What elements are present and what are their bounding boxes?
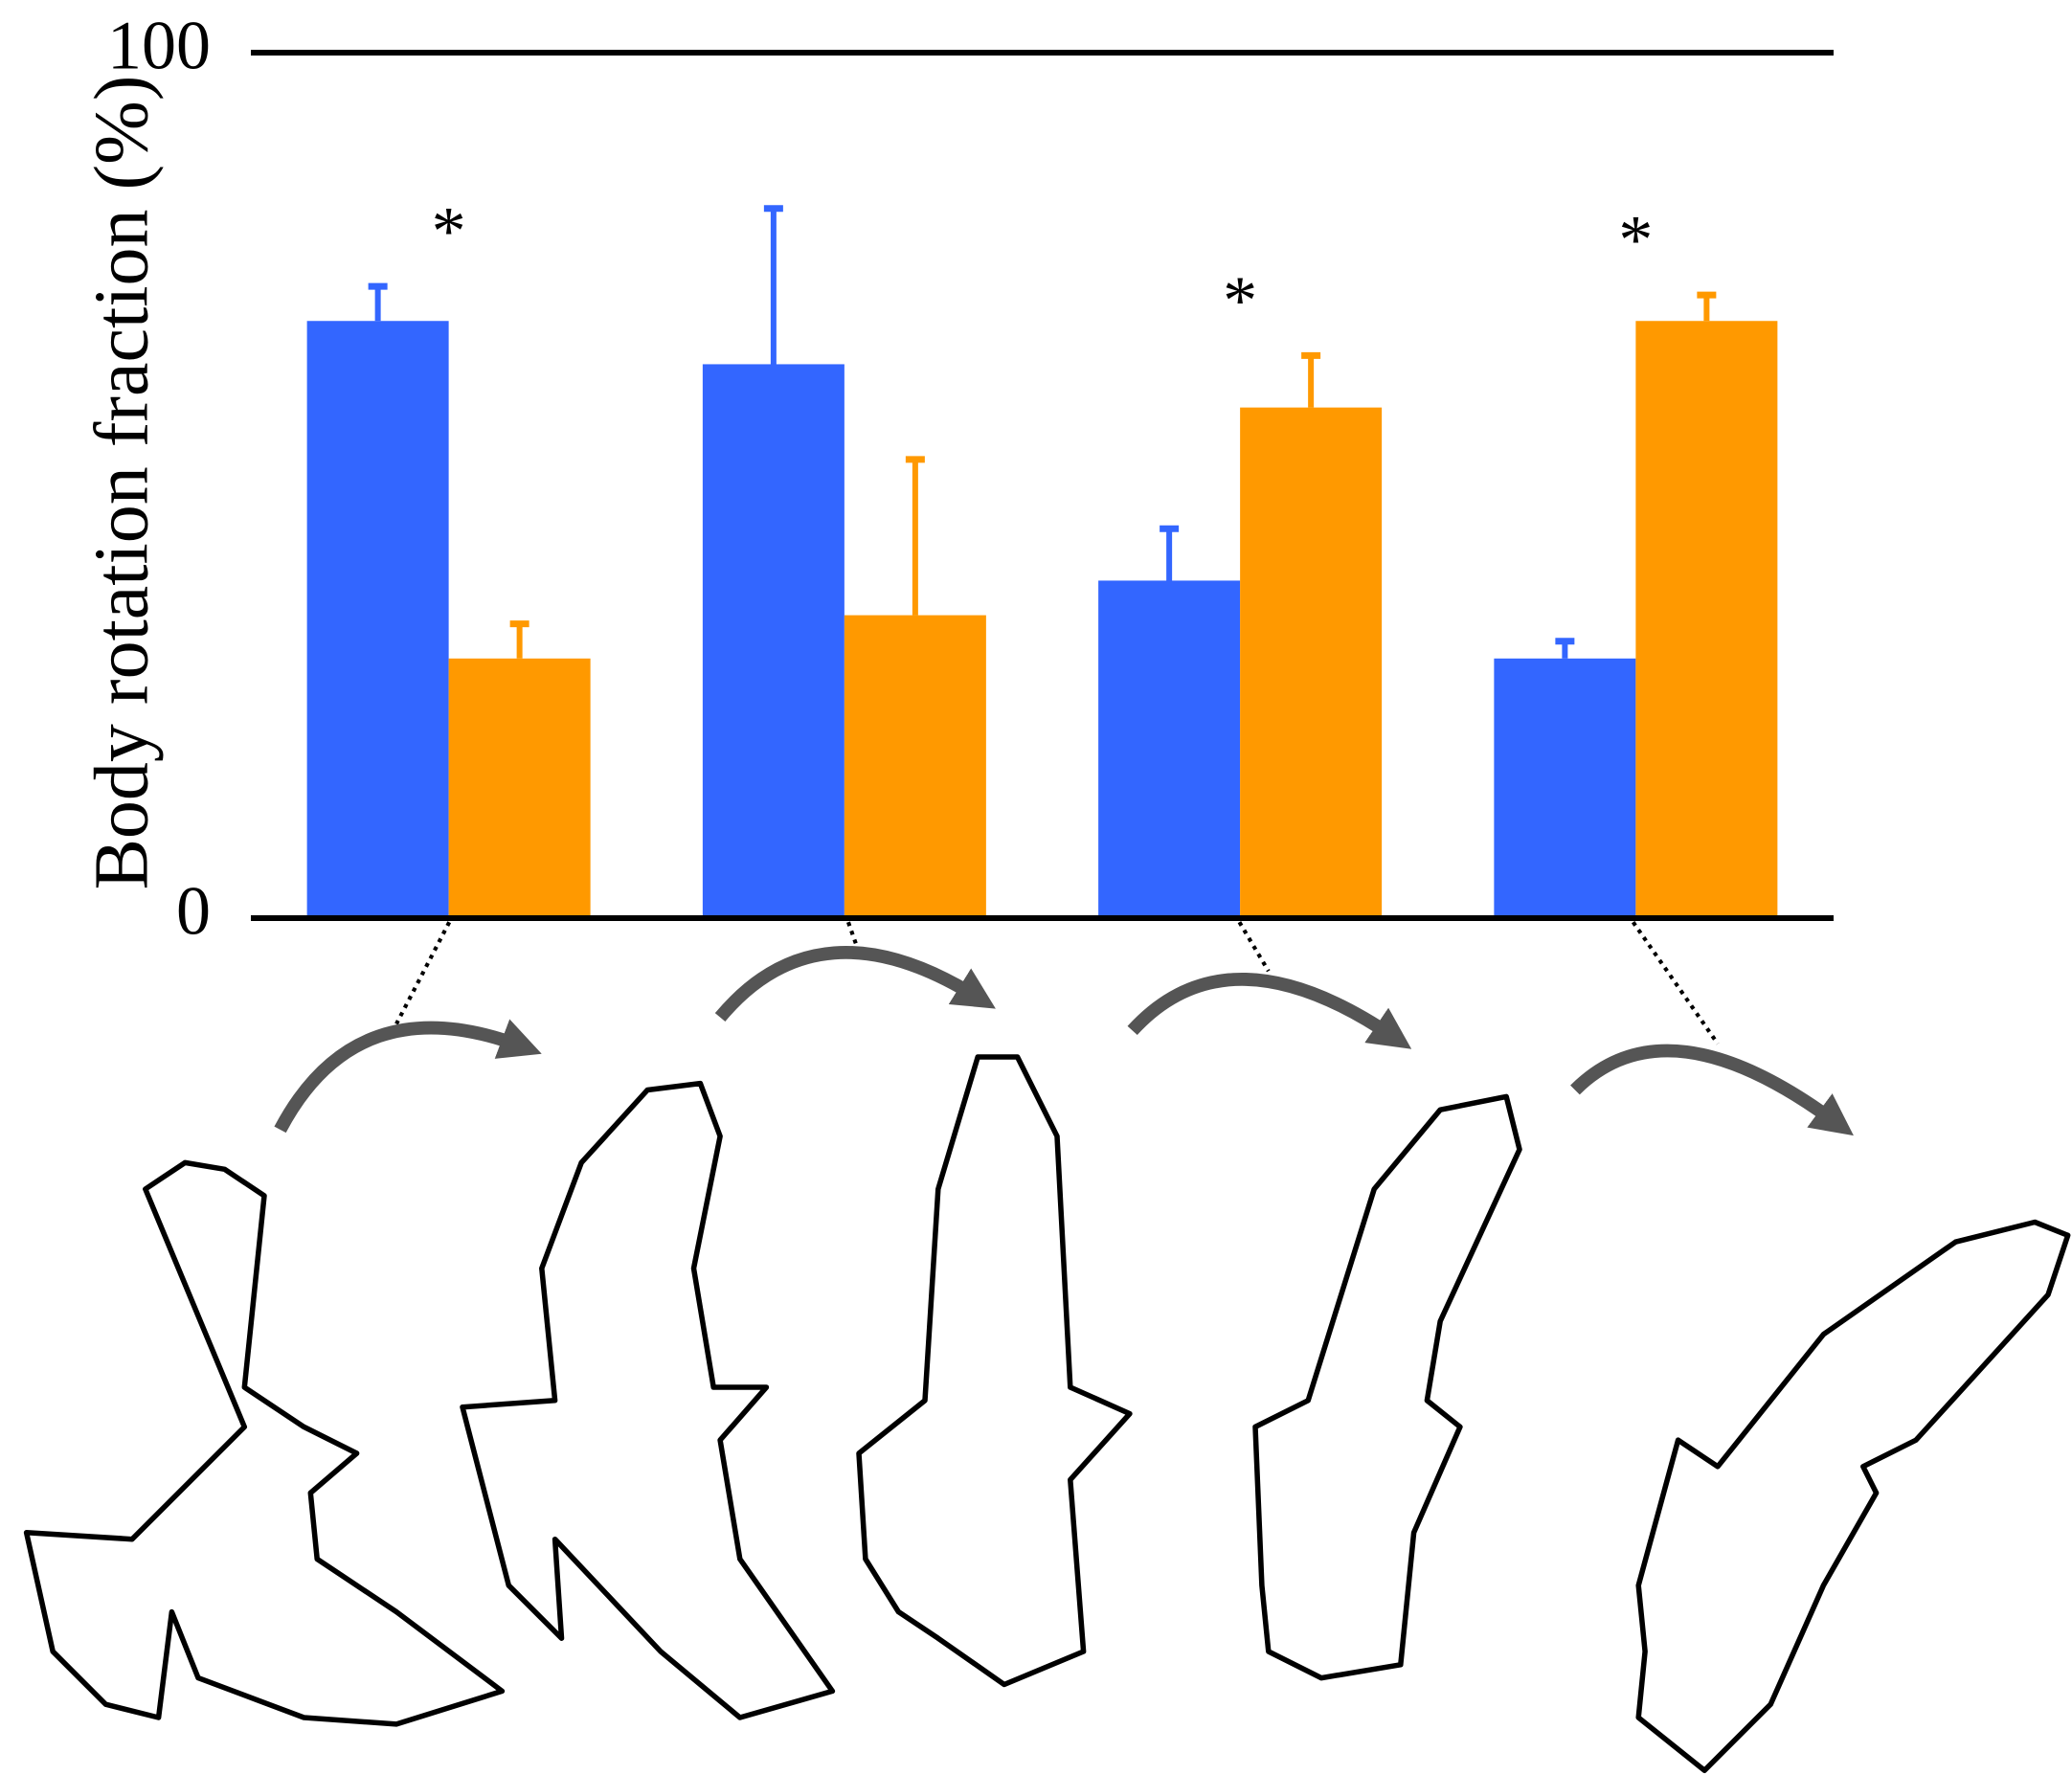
significance-marker: *	[1618, 202, 1653, 279]
bar	[1635, 321, 1778, 918]
y-axis-title: Body rotation fraction (%)	[79, 76, 164, 890]
bar	[702, 364, 845, 918]
bar	[844, 615, 986, 918]
illustration	[23, 921, 2071, 1773]
bar	[448, 658, 591, 918]
bar	[1098, 580, 1241, 918]
bar	[1240, 407, 1383, 918]
bird-silhouettes	[23, 1054, 2071, 1773]
bar	[1494, 658, 1636, 918]
significance-marker: *	[432, 193, 466, 270]
bar	[306, 321, 449, 918]
y-tick-label: 0	[176, 873, 211, 950]
y-tick-label: 100	[107, 8, 211, 84]
leader-lines	[394, 921, 1720, 1045]
significance-marker: *	[1223, 262, 1257, 339]
rotation-arrows	[274, 946, 1854, 1136]
